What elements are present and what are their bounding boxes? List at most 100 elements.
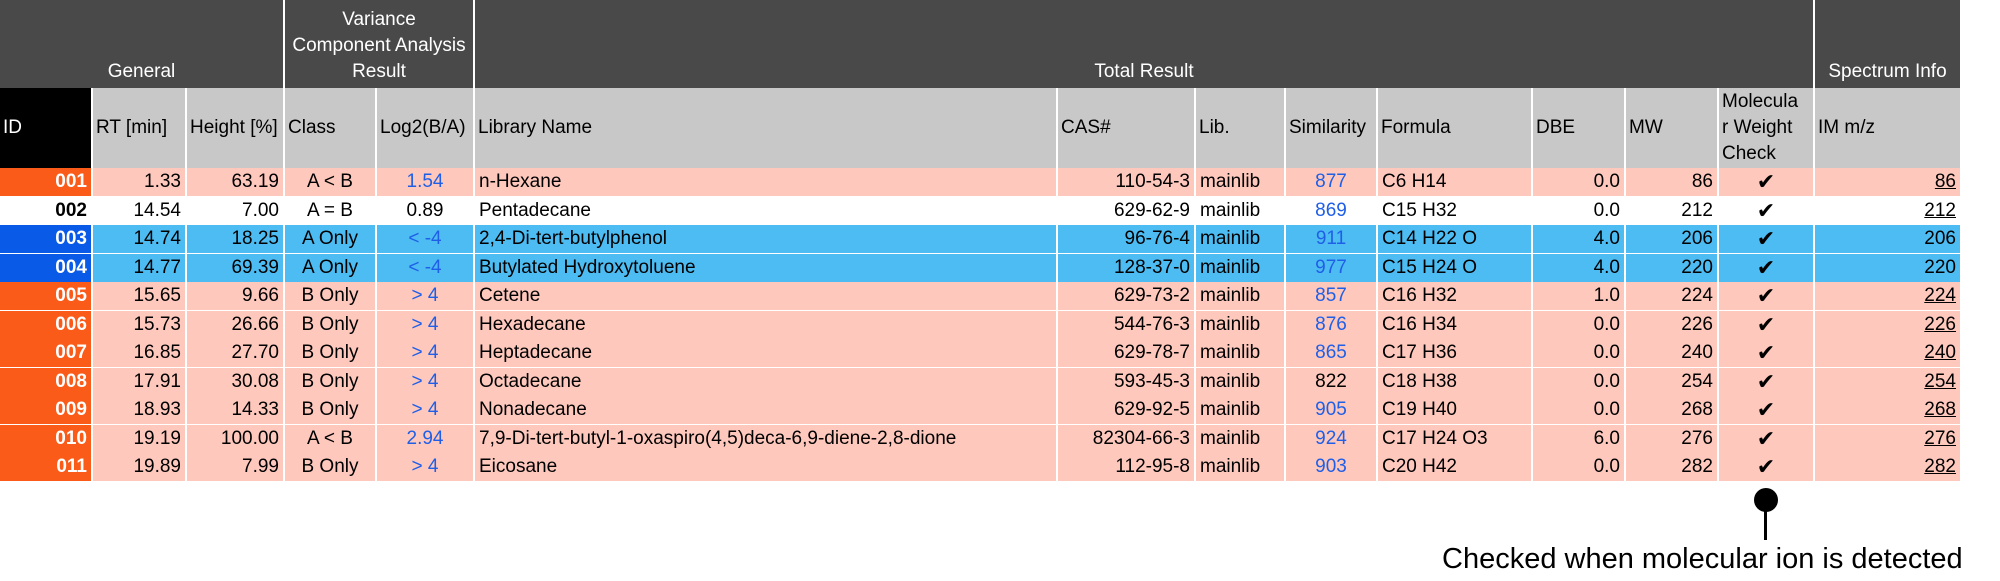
cell-im[interactable]: 276 <box>1924 427 1956 449</box>
cell-dbe: 0.0 <box>1533 310 1626 339</box>
cell-lib: mainlib <box>1196 453 1286 481</box>
cell-library-name: 7,9-Di-tert-butyl-1-oxaspiro(4,5)deca-6,… <box>475 424 1058 453</box>
cell-im[interactable]: 226 <box>1924 313 1956 335</box>
cell-rt: 1.33 <box>93 168 187 196</box>
cell-class: A Only <box>285 225 377 253</box>
cell-mw: 86 <box>1626 168 1719 196</box>
col-header-id[interactable]: ID <box>0 88 93 168</box>
col-header-formula[interactable]: Formula <box>1378 88 1533 168</box>
col-header-rt[interactable]: RT [min] <box>93 88 187 168</box>
cell-class: B Only <box>285 396 377 424</box>
cell-formula: C15 H24 O <box>1378 253 1533 282</box>
cell-library-name: Butylated Hydroxytoluene <box>475 253 1058 282</box>
group-header-variance-line1: Variance <box>342 9 416 30</box>
cell-library-name: Octadecane <box>475 367 1058 396</box>
cell-lib: mainlib <box>1196 225 1286 253</box>
cell-lib: mainlib <box>1196 196 1286 225</box>
cell-formula: C16 H34 <box>1378 310 1533 339</box>
cell-im[interactable]: 212 <box>1924 199 1956 221</box>
cell-im[interactable]: 254 <box>1924 370 1956 392</box>
table-row[interactable]: 002 14.54 7.00 A = B 0.89 Pentadecane 629-62-9… <box>0 196 1960 225</box>
cell-log2: > 4 <box>377 310 475 339</box>
table-row[interactable]: 008 17.91 30.08 B Only > 4 Octadecane 593-45-3… <box>0 367 1960 396</box>
cell-id: 006 <box>0 310 93 339</box>
cell-class: A < B <box>285 168 377 196</box>
cell-im[interactable]: 268 <box>1924 399 1956 420</box>
cell-cas: 629-73-2 <box>1058 282 1196 310</box>
group-header-variance-line3: Result <box>352 61 406 82</box>
col-header-library-name[interactable]: Library Name <box>475 88 1058 168</box>
cell-mw: 226 <box>1626 310 1719 339</box>
col-header-similarity[interactable]: Similarity <box>1286 88 1378 168</box>
cell-formula: C6 H14 <box>1378 168 1533 196</box>
cell-id: 005 <box>0 282 93 310</box>
cell-formula: C19 H40 <box>1378 396 1533 424</box>
cell-dbe: 4.0 <box>1533 225 1626 253</box>
table-row[interactable]: 003 14.74 18.25 A Only < -4 2,4-Di-tert-butyl… <box>0 225 1960 253</box>
cell-im[interactable]: 86 <box>1934 171 1956 192</box>
table-row[interactable]: 010 19.19 100.00 A < B 2.94 7,9-Di-tert-butyl… <box>0 424 1960 453</box>
cell-rt: 19.19 <box>93 424 187 453</box>
cell-library-name: Heptadecane <box>475 339 1058 367</box>
table-row[interactable]: 009 18.93 14.33 B Only > 4 Nonadecane 629-92-5… <box>0 396 1960 424</box>
cell-log2: 1.54 <box>377 168 475 196</box>
cell-height: 9.66 <box>187 282 285 310</box>
cell-height: 63.19 <box>187 168 285 196</box>
cell-library-name: Cetene <box>475 282 1058 310</box>
cell-height: 27.70 <box>187 339 285 367</box>
cell-im[interactable]: 206 <box>1924 228 1956 249</box>
cell-formula: C15 H32 <box>1378 196 1533 225</box>
cell-rt: 14.54 <box>93 196 187 225</box>
col-header-mw[interactable]: MW <box>1626 88 1719 168</box>
table-row[interactable]: 001 1.33 63.19 A < B 1.54 n-Hexane 110-54-3 mai… <box>0 168 1960 196</box>
cell-id: 010 <box>0 424 93 453</box>
cell-similarity: 876 <box>1286 310 1378 339</box>
cell-im[interactable]: 240 <box>1924 342 1956 363</box>
col-header-class[interactable]: Class <box>285 88 377 168</box>
cell-similarity: 905 <box>1286 396 1378 424</box>
col-header-lib[interactable]: Lib. <box>1196 88 1286 168</box>
cell-rt: 19.89 <box>93 453 187 481</box>
group-header-spectrum: Spectrum Info <box>1815 0 1960 88</box>
cell-dbe: 0.0 <box>1533 396 1626 424</box>
cell-class: A = B <box>285 196 377 225</box>
cell-cas: 128-37-0 <box>1058 253 1196 282</box>
cell-im[interactable]: 220 <box>1924 256 1956 278</box>
col-header-im[interactable]: IM m/z <box>1815 88 1960 168</box>
cell-mw: 212 <box>1626 196 1719 225</box>
cell-similarity: 857 <box>1286 282 1378 310</box>
table-row[interactable]: 006 15.73 26.66 B Only > 4 Hexadecane 544-76-3… <box>0 310 1960 339</box>
cell-im[interactable]: 224 <box>1924 285 1956 306</box>
cell-height: 69.39 <box>187 253 285 282</box>
cell-cas: 112-95-8 <box>1058 453 1196 481</box>
col-header-dbe[interactable]: DBE <box>1533 88 1626 168</box>
cell-mw-check: ✔ <box>1719 225 1815 253</box>
cell-cas: 544-76-3 <box>1058 310 1196 339</box>
cell-library-name: Hexadecane <box>475 310 1058 339</box>
cell-mw-check: ✔ <box>1719 310 1815 339</box>
cell-formula: C18 H38 <box>1378 367 1533 396</box>
cell-cas: 629-78-7 <box>1058 339 1196 367</box>
table-row[interactable]: 005 15.65 9.66 B Only > 4 Cetene 629-73-2 mainl… <box>0 282 1960 310</box>
cell-lib: mainlib <box>1196 282 1286 310</box>
cell-id: 003 <box>0 225 93 253</box>
cell-im[interactable]: 282 <box>1924 456 1956 477</box>
cell-rt: 14.74 <box>93 225 187 253</box>
cell-height: 30.08 <box>187 367 285 396</box>
cell-lib: mainlib <box>1196 168 1286 196</box>
cell-lib: mainlib <box>1196 424 1286 453</box>
cell-dbe: 0.0 <box>1533 168 1626 196</box>
cell-log2: 0.89 <box>377 196 475 225</box>
table-row[interactable]: 007 16.85 27.70 B Only > 4 Heptadecane 629-78-… <box>0 339 1960 367</box>
cell-id: 009 <box>0 396 93 424</box>
group-header-total: Total Result <box>475 0 1815 88</box>
col-header-mw-check[interactable]: Molecula r Weight Check <box>1719 88 1815 168</box>
cell-log2: > 4 <box>377 453 475 481</box>
cell-log2: 2.94 <box>377 424 475 453</box>
col-header-cas[interactable]: CAS# <box>1058 88 1196 168</box>
col-header-height[interactable]: Height [%] <box>187 88 285 168</box>
table-row[interactable]: 011 19.89 7.99 B Only > 4 Eicosane 112-95-8 mai… <box>0 453 1960 481</box>
col-header-log2[interactable]: Log2(B/A) <box>377 88 475 168</box>
table-row[interactable]: 004 14.77 69.39 A Only < -4 Butylated Hydroxy… <box>0 253 1960 282</box>
cell-dbe: 6.0 <box>1533 424 1626 453</box>
